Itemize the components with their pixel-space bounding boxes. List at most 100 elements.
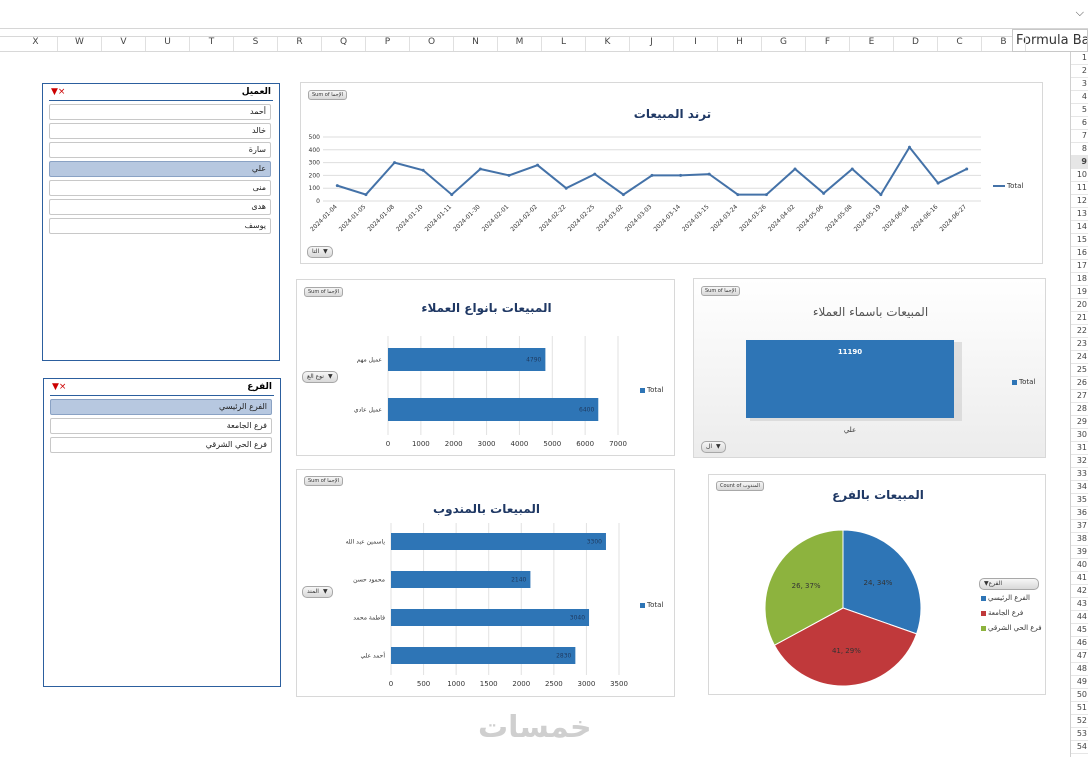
row-header[interactable]: 32 [1071,455,1088,468]
column-header[interactable]: Q [322,37,366,51]
row-header[interactable]: 4 [1071,91,1088,104]
legend-field-button[interactable]: الفرع ▼ [979,578,1039,590]
slicer-item[interactable]: الفرع الرئيسي [50,399,272,415]
column-header[interactable]: E [850,37,894,51]
row-header[interactable]: 40 [1071,559,1088,572]
row-header[interactable]: 47 [1071,650,1088,663]
row-header[interactable]: 30 [1071,429,1088,442]
clear-filter-icon[interactable]: ▼× [51,87,66,97]
column-header[interactable]: W [58,37,102,51]
row-header[interactable]: 48 [1071,663,1088,676]
slicer-item[interactable]: منى [49,180,271,196]
row-header[interactable]: 44 [1071,611,1088,624]
column-header[interactable]: O [410,37,454,51]
row-header[interactable]: 16 [1071,247,1088,260]
row-header[interactable]: 7 [1071,130,1088,143]
row-header[interactable]: 19 [1071,286,1088,299]
row-header[interactable]: 53 [1071,728,1088,741]
row-header[interactable]: 14 [1071,221,1088,234]
value-field-button[interactable]: Sum of الإجما [308,90,347,100]
slicer-item[interactable]: سارة [49,142,271,158]
column-header[interactable]: R [278,37,322,51]
row-header[interactable]: 21 [1071,312,1088,325]
value-field-button[interactable]: Sum of الإجما [304,287,343,297]
row-header[interactable]: 27 [1071,390,1088,403]
value-field-button[interactable]: Sum of الإجما [701,286,740,296]
column-header[interactable]: P [366,37,410,51]
slicer-item[interactable]: فرع الجامعة [50,418,272,434]
row-header[interactable]: 33 [1071,468,1088,481]
row-header[interactable]: 45 [1071,624,1088,637]
value-field-button[interactable]: Count of المندوب [716,481,764,491]
row-header[interactable]: 31 [1071,442,1088,455]
row-header[interactable]: 54 [1071,741,1088,754]
column-header[interactable]: L [542,37,586,51]
row-header[interactable]: 25 [1071,364,1088,377]
slicer-item[interactable]: علي [49,161,271,177]
row-header[interactable]: 42 [1071,585,1088,598]
column-header[interactable]: N [454,37,498,51]
row-header[interactable]: 29 [1071,416,1088,429]
customer-types-chart[interactable]: Sum of الإجما المبيعات بانواع العملاء نو… [296,279,675,456]
row-header[interactable]: 23 [1071,338,1088,351]
row-header[interactable]: 36 [1071,507,1088,520]
row-header[interactable]: 18 [1071,273,1088,286]
row-header[interactable]: 1 [1071,52,1088,65]
customer-names-chart[interactable]: Sum of الإجما المبيعات باسماء العملاء ال… [693,278,1046,458]
row-header[interactable]: 13 [1071,208,1088,221]
axis-field-button[interactable]: ال ▼ [701,441,726,453]
row-header[interactable]: 35 [1071,494,1088,507]
axis-field-button[interactable]: المند ▼ [302,586,333,598]
column-header[interactable]: V [102,37,146,51]
row-header[interactable]: 51 [1071,702,1088,715]
row-header[interactable]: 8 [1071,143,1088,156]
row-header[interactable]: 26 [1071,377,1088,390]
column-header[interactable]: D [894,37,938,51]
row-header[interactable]: 12 [1071,195,1088,208]
row-header[interactable]: 34 [1071,481,1088,494]
row-header[interactable]: 20 [1071,299,1088,312]
row-header[interactable]: 24 [1071,351,1088,364]
axis-field-button[interactable]: التا ▼ [307,246,333,258]
column-header[interactable]: B [982,37,1026,51]
column-header[interactable]: X [14,37,58,51]
row-header[interactable]: 6 [1071,117,1088,130]
column-header[interactable]: U [146,37,190,51]
column-header[interactable]: K [586,37,630,51]
clear-filter-icon[interactable]: ▼× [52,382,67,392]
row-header[interactable]: 43 [1071,598,1088,611]
value-field-button[interactable]: Sum of الإجما [304,476,343,486]
slicer-item[interactable]: فرع الحي الشرقي [50,437,272,453]
row-header[interactable]: 10 [1071,169,1088,182]
row-header[interactable]: 3 [1071,78,1088,91]
row-header[interactable]: 2 [1071,65,1088,78]
trend-chart[interactable]: Sum of الإجما ترند المبيعات التا ▼ Total … [300,82,1043,264]
axis-field-button[interactable]: نوع الع ▼ [302,371,338,383]
column-header[interactable]: J [630,37,674,51]
slicer-item[interactable]: أحمد [49,104,271,120]
row-header[interactable]: 38 [1071,533,1088,546]
branch-pie-chart[interactable]: Count of المندوب المبيعات بالفرع الفرع ▼ … [708,474,1046,695]
column-header[interactable]: S [234,37,278,51]
chevron-down-icon[interactable]: ⌵ [1075,6,1084,19]
row-header[interactable]: 37 [1071,520,1088,533]
row-header[interactable]: 50 [1071,689,1088,702]
row-header[interactable]: 39 [1071,546,1088,559]
row-header[interactable]: 49 [1071,676,1088,689]
column-header[interactable]: F [806,37,850,51]
column-header[interactable]: I [674,37,718,51]
column-header[interactable]: G [762,37,806,51]
row-header[interactable]: 22 [1071,325,1088,338]
slicer-item[interactable]: يوسف [49,218,271,234]
column-header[interactable]: H [718,37,762,51]
column-header[interactable]: T [190,37,234,51]
column-header[interactable]: M [498,37,542,51]
row-header[interactable]: 11 [1071,182,1088,195]
formula-bar[interactable]: Formula Ba [1012,29,1088,52]
row-header[interactable]: 41 [1071,572,1088,585]
slicer-item[interactable]: هدى [49,199,271,215]
column-header[interactable]: C [938,37,982,51]
row-header[interactable]: 28 [1071,403,1088,416]
row-header[interactable]: 15 [1071,234,1088,247]
row-header[interactable]: 17 [1071,260,1088,273]
